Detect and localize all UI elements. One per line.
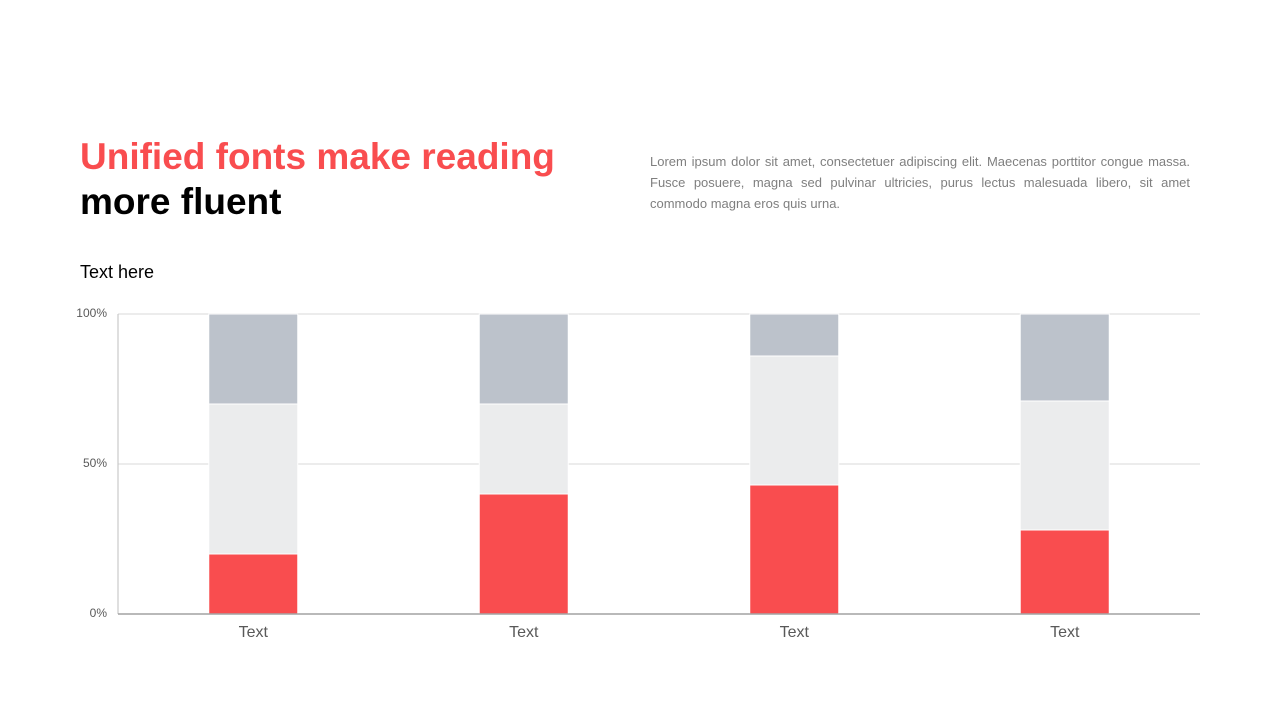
bar-segment — [208, 313, 299, 405]
x-tick-label: Text — [780, 624, 810, 641]
y-tick-label: 100% — [76, 306, 107, 320]
bar-segment — [1019, 400, 1110, 531]
y-tick-label: 0% — [90, 606, 108, 620]
bar-segment — [208, 403, 299, 555]
heading-rest: more fluent — [80, 181, 282, 222]
bar-segment — [478, 493, 569, 615]
x-tick-label: Text — [239, 624, 269, 641]
chart-title: Text here — [80, 262, 154, 282]
y-tick-label: 50% — [83, 456, 107, 470]
bar-segment — [478, 403, 569, 495]
bar-segment — [1019, 529, 1110, 615]
bar-segment — [749, 484, 840, 615]
x-tick-label: Text — [1050, 624, 1080, 641]
x-tick-label: Text — [509, 624, 539, 641]
bar-segment — [1019, 313, 1110, 402]
heading: Unified fonts make reading more fluent — [80, 134, 555, 224]
bar-segment — [749, 313, 840, 357]
heading-accent: Unified fonts make reading — [80, 136, 555, 177]
bar-segment — [208, 553, 299, 615]
body-text: Lorem ipsum dolor sit amet, consectetuer… — [650, 154, 1190, 211]
bar-segment — [478, 313, 569, 405]
bar-segment — [749, 355, 840, 486]
